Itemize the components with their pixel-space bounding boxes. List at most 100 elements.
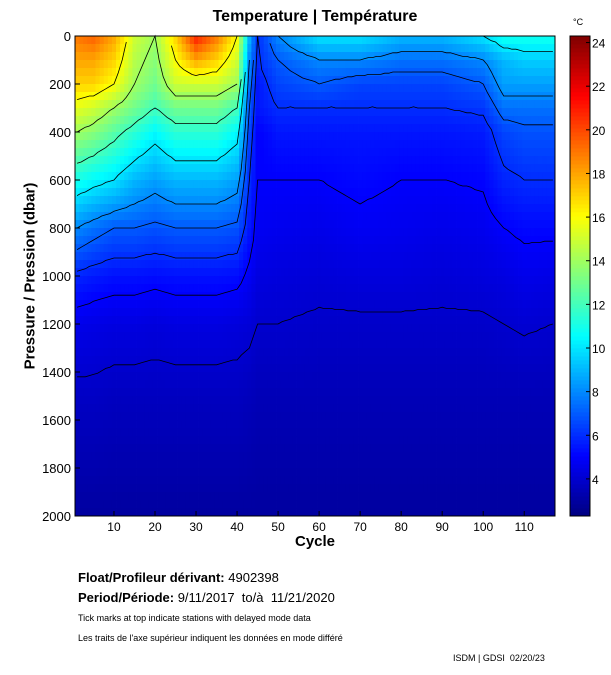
- heatmap-cell: [386, 100, 392, 109]
- heatmap-cell: [226, 500, 232, 509]
- heatmap-cell: [292, 388, 297, 397]
- heatmap-cell: [206, 276, 211, 285]
- heatmap-cell: [116, 140, 121, 149]
- heatmap-cell: [300, 348, 306, 357]
- heatmap-cell: [173, 300, 178, 309]
- heatmap-cell: [75, 68, 80, 77]
- heatmap-cell: [325, 340, 330, 349]
- heatmap-cell: [136, 444, 142, 453]
- heatmap-cell: [308, 476, 314, 485]
- heatmap-cell: [99, 188, 105, 197]
- heatmap-cell: [83, 308, 88, 317]
- heatmap-cell: [317, 380, 322, 389]
- heatmap-cell: [235, 260, 240, 269]
- heatmap-cell: [157, 484, 162, 493]
- heatmap-cell: [263, 316, 269, 325]
- heatmap-cell: [284, 156, 289, 165]
- heatmap-cell: [251, 508, 256, 517]
- heatmap-cell: [386, 196, 392, 205]
- heatmap-cell: [230, 156, 236, 165]
- heatmap-cell: [284, 404, 289, 413]
- heatmap-cell: [173, 292, 178, 301]
- heatmap-cell: [378, 164, 384, 173]
- heatmap-cell: [349, 132, 355, 141]
- heatmap-cell: [333, 236, 338, 245]
- heatmap-cell: [173, 204, 178, 213]
- heatmap-cell: [284, 84, 289, 93]
- heatmap-cell: [366, 292, 371, 301]
- heatmap-cell: [362, 180, 367, 189]
- heatmap-cell: [349, 260, 355, 269]
- heatmap-cell: [218, 308, 224, 317]
- heatmap-cell: [403, 404, 408, 413]
- heatmap-cell: [230, 476, 236, 485]
- heatmap-cell: [161, 508, 166, 517]
- heatmap-cell: [193, 108, 199, 117]
- heatmap-cell: [95, 92, 101, 101]
- heatmap-cell: [378, 492, 384, 501]
- heatmap-cell: [382, 84, 388, 93]
- heatmap-cell: [128, 252, 133, 261]
- heatmap-cell: [120, 212, 125, 221]
- heatmap-cell: [226, 460, 232, 469]
- heatmap-cell: [362, 188, 367, 197]
- heatmap-cell: [99, 372, 105, 381]
- heatmap-cell: [345, 268, 351, 277]
- heatmap-cell: [284, 388, 289, 397]
- heatmap-cell: [95, 228, 101, 237]
- heatmap-cell: [271, 420, 277, 429]
- heatmap-cell: [263, 60, 269, 69]
- heatmap-cell: [390, 476, 396, 485]
- heatmap-cell: [210, 404, 215, 413]
- heatmap-cell: [317, 348, 322, 357]
- heatmap-cell: [103, 428, 109, 437]
- heatmap-cell: [185, 284, 191, 293]
- heatmap-cell: [341, 252, 347, 261]
- heatmap-cell: [362, 468, 367, 477]
- heatmap-cell: [407, 116, 412, 125]
- heatmap-cell: [116, 84, 121, 93]
- heatmap-cell: [259, 452, 265, 461]
- heatmap-cell: [185, 188, 191, 197]
- heatmap-cell: [198, 84, 203, 93]
- heatmap-cell: [132, 372, 137, 381]
- heatmap-cell: [193, 404, 199, 413]
- heatmap-cell: [333, 324, 338, 333]
- heatmap-cell: [386, 172, 392, 181]
- heatmap-cell: [148, 188, 154, 197]
- heatmap-cell: [83, 316, 88, 325]
- heatmap-cell: [148, 460, 154, 469]
- heatmap-cell: [136, 228, 142, 237]
- heatmap-cell: [276, 284, 281, 293]
- heatmap-cell: [267, 404, 273, 413]
- heatmap-cell: [95, 388, 101, 397]
- heatmap-cell: [271, 332, 277, 341]
- heatmap-cell: [222, 476, 228, 485]
- heatmap-cell: [124, 260, 129, 269]
- heatmap-cell: [181, 340, 187, 349]
- heatmap-cell: [403, 316, 408, 325]
- heatmap-cell: [210, 452, 215, 461]
- heatmap-cell: [267, 108, 273, 117]
- heatmap-cell: [243, 308, 248, 317]
- heatmap-cell: [353, 428, 359, 437]
- heatmap-cell: [271, 436, 277, 445]
- heatmap-cell: [345, 308, 351, 317]
- heatmap-cell: [189, 124, 195, 133]
- heatmap-cell: [407, 92, 412, 101]
- heatmap-cell: [189, 260, 195, 269]
- heatmap-cell: [378, 508, 384, 517]
- heatmap-cell: [152, 260, 158, 269]
- heatmap-cell: [148, 316, 154, 325]
- heatmap-cell: [79, 284, 84, 293]
- heatmap-cell: [411, 428, 416, 437]
- heatmap-cell: [382, 100, 388, 109]
- heatmap-cell: [407, 484, 412, 493]
- heatmap-cell: [304, 332, 310, 341]
- heatmap-cell: [329, 188, 334, 197]
- heatmap-cell: [91, 116, 96, 125]
- heatmap-cell: [132, 444, 137, 453]
- heatmap-cell: [304, 140, 310, 149]
- heatmap-cell: [124, 388, 129, 397]
- heatmap-cell: [140, 108, 146, 117]
